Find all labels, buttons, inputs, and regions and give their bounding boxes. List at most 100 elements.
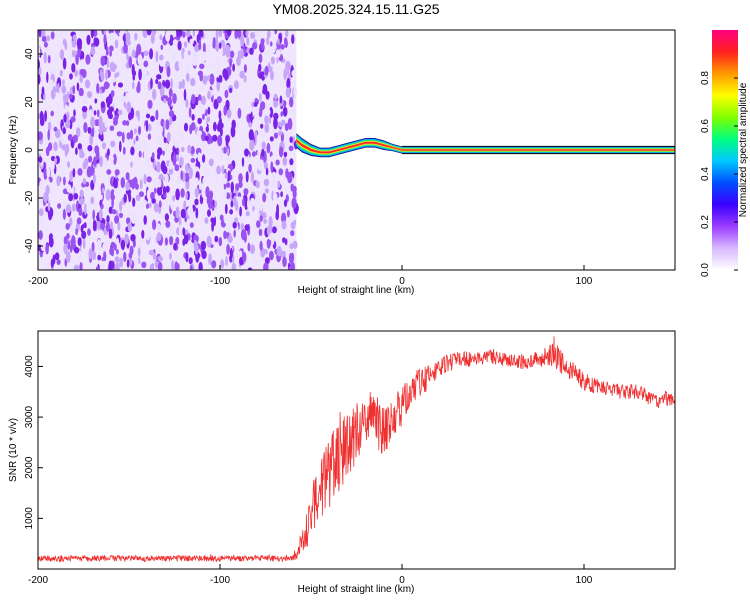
- noise-blob: [214, 200, 217, 208]
- noise-blob: [260, 39, 265, 51]
- noise-blob: [117, 221, 121, 231]
- noise-blob: [147, 123, 152, 132]
- noise-blob: [284, 238, 288, 246]
- noise-blob: [261, 212, 267, 219]
- noise-blob: [293, 87, 298, 97]
- noise-blob: [159, 59, 165, 67]
- noise-blob: [64, 93, 69, 104]
- noise-blob: [120, 239, 126, 250]
- noise-blob: [126, 132, 131, 140]
- noise-blob: [115, 262, 120, 270]
- noise-blob: [48, 79, 54, 86]
- noise-blob: [286, 209, 290, 218]
- noise-blob: [226, 222, 230, 233]
- noise-blob: [57, 82, 60, 94]
- noise-blob: [135, 135, 139, 142]
- noise-blob: [101, 142, 107, 149]
- noise-blob: [262, 193, 267, 203]
- noise-blob: [100, 222, 106, 230]
- noise-blob: [211, 221, 215, 232]
- noise-blob: [180, 170, 183, 181]
- noise-blob: [188, 107, 192, 118]
- noise-blob: [259, 92, 262, 102]
- noise-blob: [115, 114, 119, 120]
- noise-blob: [237, 107, 242, 119]
- noise-blob: [182, 31, 186, 38]
- noise-blob: [201, 95, 206, 105]
- noise-blob: [280, 191, 283, 198]
- noise-blob: [231, 119, 236, 130]
- noise-blob: [106, 57, 110, 69]
- noise-blob: [97, 254, 102, 261]
- noise-blob: [110, 241, 116, 248]
- spectrogram-y-axis-label: Frequency (Hz): [8, 116, 19, 185]
- spectrogram-y-tick-label: -20: [24, 190, 35, 205]
- noise-blob: [106, 46, 109, 56]
- noise-blob: [248, 163, 252, 173]
- noise-blob: [197, 70, 203, 77]
- noise-blob: [268, 250, 274, 261]
- noise-blob: [279, 95, 283, 104]
- noise-blob: [291, 252, 295, 263]
- spectrogram-noise-blobs: [38, 30, 299, 270]
- noise-blob: [250, 171, 255, 183]
- noise-blob: [209, 61, 214, 68]
- noise-blob: [71, 187, 75, 194]
- noise-blob: [248, 186, 254, 193]
- noise-blob: [189, 222, 194, 228]
- noise-blob: [238, 180, 243, 189]
- noise-blob: [288, 266, 293, 270]
- noise-blob: [109, 32, 115, 41]
- noise-blob: [40, 214, 44, 227]
- noise-blob: [73, 264, 80, 270]
- noise-blob: [224, 173, 228, 179]
- noise-blob: [205, 63, 210, 69]
- noise-blob: [113, 99, 117, 111]
- noise-blob: [190, 77, 196, 87]
- noise-blob: [46, 262, 50, 270]
- noise-blob: [241, 157, 245, 167]
- noise-blob: [204, 30, 209, 40]
- noise-blob: [77, 143, 83, 150]
- noise-blob: [281, 212, 287, 224]
- noise-blob: [278, 130, 283, 136]
- noise-blob: [67, 240, 71, 250]
- noise-blob: [198, 30, 204, 38]
- noise-blob: [40, 243, 47, 252]
- noise-blob: [114, 145, 120, 156]
- noise-blob: [243, 75, 247, 83]
- spectrogram-y-tick-label: 0: [24, 147, 35, 153]
- noise-blob: [164, 213, 169, 222]
- noise-blob: [125, 39, 131, 46]
- noise-blob: [143, 173, 147, 185]
- noise-blob: [59, 219, 63, 227]
- noise-blob: [129, 129, 134, 140]
- noise-blob: [145, 238, 150, 245]
- noise-blob: [244, 224, 250, 232]
- noise-blob: [124, 233, 129, 245]
- noise-blob: [223, 230, 227, 240]
- noise-blob: [89, 108, 93, 118]
- noise-blob: [166, 131, 171, 142]
- noise-blob: [171, 53, 177, 62]
- noise-blob: [132, 197, 136, 207]
- noise-blob: [163, 136, 167, 144]
- noise-blob: [148, 249, 154, 256]
- noise-blob: [195, 177, 199, 185]
- noise-blob: [291, 197, 297, 209]
- noise-blob: [227, 170, 231, 179]
- noise-blob: [134, 256, 139, 268]
- noise-blob: [218, 30, 223, 38]
- noise-blob: [165, 199, 169, 205]
- noise-blob: [197, 117, 202, 125]
- noise-blob: [125, 30, 128, 33]
- noise-blob: [153, 177, 158, 186]
- noise-blob: [185, 252, 189, 263]
- noise-blob: [291, 34, 295, 45]
- noise-blob: [189, 265, 193, 270]
- noise-blob: [264, 115, 269, 124]
- snr-frame: [37, 330, 676, 570]
- noise-blob: [201, 250, 207, 259]
